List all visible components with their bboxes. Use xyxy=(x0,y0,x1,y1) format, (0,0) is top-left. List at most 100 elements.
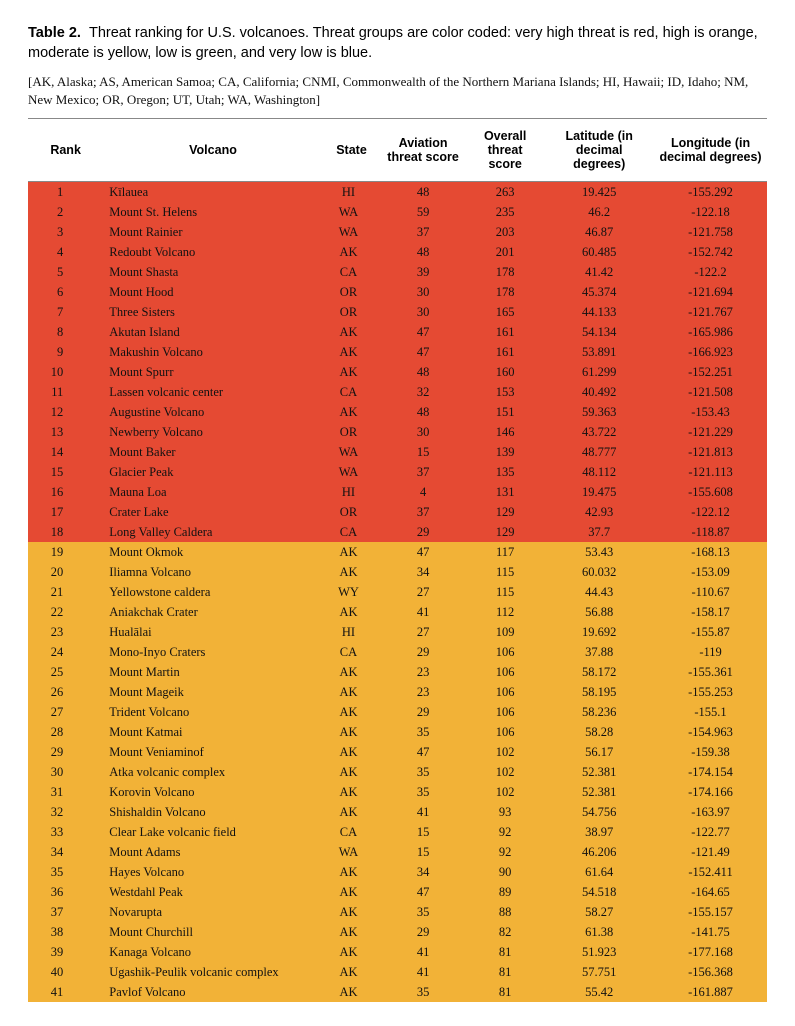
cell-av: 41 xyxy=(380,962,466,982)
cell-lon: -152.251 xyxy=(654,362,767,382)
cell-state: HI xyxy=(323,622,380,642)
cell-state: CA xyxy=(323,642,380,662)
cell-lon: -174.166 xyxy=(654,782,767,802)
cell-volcano: Mauna Loa xyxy=(103,482,323,502)
cell-volcano: Augustine Volcano xyxy=(103,402,323,422)
table-row: 16Mauna LoaHI413119.475-155.608 xyxy=(28,482,767,502)
cell-lat: 52.381 xyxy=(544,782,654,802)
table-row: 17Crater LakeOR3712942.93-122.12 xyxy=(28,502,767,522)
cell-av: 15 xyxy=(380,842,466,862)
cell-state: AK xyxy=(323,862,380,882)
cell-lat: 59.363 xyxy=(544,402,654,422)
cell-av: 39 xyxy=(380,262,466,282)
cell-lon: -122.18 xyxy=(654,202,767,222)
cell-lat: 51.923 xyxy=(544,942,654,962)
cell-state: OR xyxy=(323,282,380,302)
cell-ov: 178 xyxy=(466,262,544,282)
cell-volcano: Mount Adams xyxy=(103,842,323,862)
cell-lon: -166.923 xyxy=(654,342,767,362)
table-row: 23HualālaiHI2710919.692-155.87 xyxy=(28,622,767,642)
cell-lat: 46.87 xyxy=(544,222,654,242)
cell-rank: 2 xyxy=(28,202,103,222)
cell-av: 48 xyxy=(380,362,466,382)
cell-state: AK xyxy=(323,682,380,702)
cell-lon: -155.1 xyxy=(654,702,767,722)
table-row: 8Akutan IslandAK4716154.134-165.986 xyxy=(28,322,767,342)
cell-state: AK xyxy=(323,762,380,782)
cell-state: CA xyxy=(323,822,380,842)
abbreviation-legend: [AK, Alaska; AS, American Samoa; CA, Cal… xyxy=(28,73,767,108)
cell-state: AK xyxy=(323,342,380,362)
cell-ov: 151 xyxy=(466,402,544,422)
cell-rank: 36 xyxy=(28,882,103,902)
cell-av: 29 xyxy=(380,922,466,942)
cell-state: CA xyxy=(323,382,380,402)
cell-state: AK xyxy=(323,362,380,382)
cell-volcano: Mount Hood xyxy=(103,282,323,302)
table-row: 15Glacier PeakWA3713548.112-121.113 xyxy=(28,462,767,482)
table-row: 21Yellowstone calderaWY2711544.43-110.67 xyxy=(28,582,767,602)
cell-av: 47 xyxy=(380,742,466,762)
cell-lon: -155.608 xyxy=(654,482,767,502)
cell-state: AK xyxy=(323,882,380,902)
cell-ov: 129 xyxy=(466,522,544,542)
cell-ov: 89 xyxy=(466,882,544,902)
table-row: 35Hayes VolcanoAK349061.64-152.411 xyxy=(28,862,767,882)
cell-ov: 81 xyxy=(466,962,544,982)
cell-lon: -122.77 xyxy=(654,822,767,842)
table-head: Rank Volcano State Aviation threat score… xyxy=(28,119,767,182)
cell-state: AK xyxy=(323,402,380,422)
cell-ov: 106 xyxy=(466,662,544,682)
cell-volcano: Mount Martin xyxy=(103,662,323,682)
cell-rank: 13 xyxy=(28,422,103,442)
cell-ov: 161 xyxy=(466,322,544,342)
col-aviation: Aviation threat score xyxy=(380,119,466,182)
cell-ov: 129 xyxy=(466,502,544,522)
cell-state: AK xyxy=(323,322,380,342)
cell-lat: 58.195 xyxy=(544,682,654,702)
table-row: 25Mount MartinAK2310658.172-155.361 xyxy=(28,662,767,682)
cell-ov: 106 xyxy=(466,722,544,742)
cell-av: 35 xyxy=(380,982,466,1002)
cell-rank: 34 xyxy=(28,842,103,862)
cell-av: 41 xyxy=(380,602,466,622)
cell-ov: 165 xyxy=(466,302,544,322)
cell-rank: 4 xyxy=(28,242,103,262)
cell-lat: 45.374 xyxy=(544,282,654,302)
cell-av: 48 xyxy=(380,242,466,262)
cell-lon: -121.813 xyxy=(654,442,767,462)
cell-lon: -121.229 xyxy=(654,422,767,442)
cell-av: 34 xyxy=(380,562,466,582)
cell-volcano: Korovin Volcano xyxy=(103,782,323,802)
cell-av: 29 xyxy=(380,702,466,722)
cell-lon: -174.154 xyxy=(654,762,767,782)
cell-lon: -164.65 xyxy=(654,882,767,902)
cell-lat: 44.133 xyxy=(544,302,654,322)
table-row: 29Mount VeniaminofAK4710256.17-159.38 xyxy=(28,742,767,762)
cell-rank: 26 xyxy=(28,682,103,702)
table-body: 1KīlaueaHI4826319.425-155.2922Mount St. … xyxy=(28,182,767,1003)
cell-volcano: Shishaldin Volcano xyxy=(103,802,323,822)
cell-lon: -118.87 xyxy=(654,522,767,542)
cell-rank: 3 xyxy=(28,222,103,242)
cell-ov: 117 xyxy=(466,542,544,562)
cell-lon: -155.361 xyxy=(654,662,767,682)
cell-av: 48 xyxy=(380,182,466,203)
table-row: 38Mount ChurchillAK298261.38-141.75 xyxy=(28,922,767,942)
cell-state: AK xyxy=(323,722,380,742)
table-row: 41Pavlof VolcanoAK358155.42-161.887 xyxy=(28,982,767,1002)
cell-av: 15 xyxy=(380,822,466,842)
cell-rank: 31 xyxy=(28,782,103,802)
cell-ov: 178 xyxy=(466,282,544,302)
cell-lon: -154.963 xyxy=(654,722,767,742)
cell-lon: -122.12 xyxy=(654,502,767,522)
cell-lat: 54.134 xyxy=(544,322,654,342)
cell-lat: 48.777 xyxy=(544,442,654,462)
cell-rank: 38 xyxy=(28,922,103,942)
cell-state: AK xyxy=(323,702,380,722)
table-row: 37NovaruptaAK358858.27-155.157 xyxy=(28,902,767,922)
col-rank: Rank xyxy=(28,119,103,182)
table-row: 19Mount OkmokAK4711753.43-168.13 xyxy=(28,542,767,562)
cell-lat: 61.64 xyxy=(544,862,654,882)
cell-lat: 41.42 xyxy=(544,262,654,282)
